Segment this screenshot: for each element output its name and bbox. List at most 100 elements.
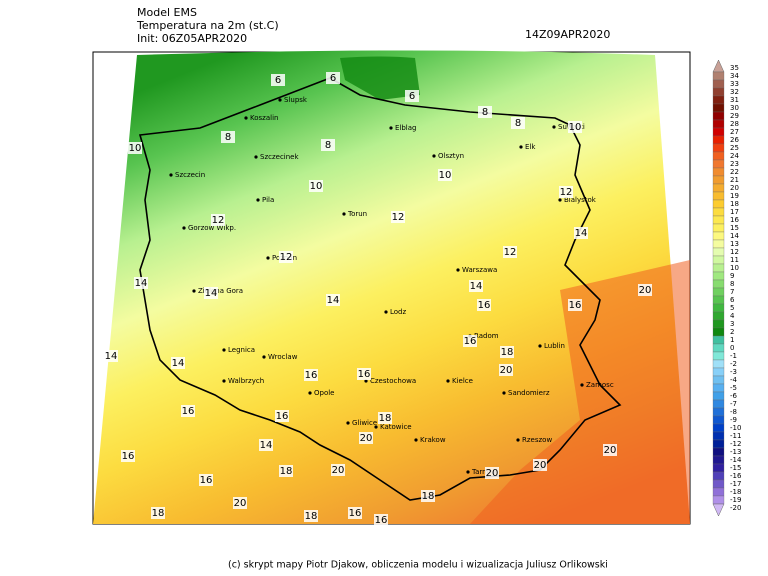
colorbar-label: 2	[730, 328, 734, 336]
contour-label-bg	[321, 139, 335, 151]
colorbar-label: 4	[730, 312, 735, 320]
colorbar-label: -3	[730, 368, 737, 376]
colorbar-cell	[712, 367, 725, 377]
city-dot	[384, 310, 388, 314]
contour-label-bg	[559, 186, 573, 198]
colorbar-label: -2	[730, 360, 737, 368]
city-label: Elblag	[395, 124, 417, 132]
colorbar-label: 34	[730, 72, 739, 80]
contour-label-bg	[326, 294, 340, 306]
colorbar-cell	[712, 79, 725, 89]
colorbar-label: 12	[730, 248, 739, 256]
city-dot	[169, 173, 173, 177]
city-dot	[222, 348, 226, 352]
city-dot	[389, 126, 393, 130]
colorbar-cell	[712, 135, 725, 145]
colorbar-cell	[712, 239, 725, 249]
contour-label: 16	[182, 406, 195, 417]
colorbar-label: -7	[730, 400, 737, 408]
colorbar-label: 25	[730, 144, 739, 152]
city-dot	[244, 116, 248, 120]
header-valid: 14Z09APR2020	[525, 28, 610, 41]
colorbar-label: -11	[730, 432, 741, 440]
colorbar-label: 22	[730, 168, 739, 176]
contour-label-bg	[421, 490, 435, 502]
colorbar-cell	[712, 487, 725, 497]
colorbar-label: -16	[730, 472, 742, 480]
colorbar-label: 18	[730, 200, 739, 208]
colorbar-cell	[712, 127, 725, 137]
contour-label: 10	[129, 143, 142, 154]
contour-label-bg	[134, 277, 148, 289]
colorbar-cell	[712, 311, 725, 321]
contour-label-bg	[374, 514, 388, 526]
contour-label-bg	[503, 246, 517, 258]
colorbar-cell	[712, 199, 725, 209]
contour-label: 12	[212, 215, 225, 226]
cold-area	[340, 56, 420, 100]
contour-label: 20	[486, 468, 499, 479]
colorbar-cell	[712, 287, 725, 297]
city-dot	[466, 470, 470, 474]
contour-label: 16	[358, 369, 371, 380]
contour-label: 16	[464, 336, 477, 347]
colorbar-cell	[712, 319, 725, 329]
contour-label: 8	[325, 140, 331, 151]
city-dot	[364, 379, 368, 383]
colorbar-cell	[712, 167, 725, 177]
contour-label: 20	[500, 365, 513, 376]
city-dot	[308, 391, 312, 395]
contour-label-bg	[638, 284, 652, 296]
colorbar-label: 1	[730, 336, 734, 344]
colorbar-cell	[712, 255, 725, 265]
colorbar-label: -12	[730, 440, 741, 448]
contour-label-bg	[271, 74, 285, 86]
colorbar-label: 32	[730, 88, 739, 96]
contour-label-bg	[279, 251, 293, 263]
city-label: Walbrzych	[228, 377, 264, 385]
colorbar-cell	[712, 335, 725, 345]
contour-label-bg	[499, 364, 513, 376]
colorbar-cell	[712, 231, 725, 241]
colorbar-label: 7	[730, 288, 734, 296]
colorbar-label: 27	[730, 128, 739, 136]
colorbar-cell	[712, 399, 725, 409]
contour-label-bg	[463, 335, 477, 347]
contour-label: 18	[422, 491, 435, 502]
contour-label: 14	[327, 295, 340, 306]
city-label: Elk	[525, 143, 536, 151]
colorbar-label: -20	[730, 504, 741, 512]
contour-label: 12	[392, 212, 405, 223]
colorbar-cell	[712, 359, 725, 369]
contour-label-bg	[121, 450, 135, 462]
colorbar-label: 3	[730, 320, 734, 328]
colorbar-cell	[712, 431, 725, 441]
contour-label-bg	[359, 432, 373, 444]
colorbar-cell	[712, 223, 725, 233]
colorbar-label: 21	[730, 176, 739, 184]
colorbar-cell	[712, 119, 725, 129]
city-dot	[519, 145, 523, 149]
contour-label-bg	[478, 106, 492, 118]
contour-label-bg	[233, 497, 247, 509]
city-label: Szczecinek	[260, 153, 299, 161]
colorbar-label: -4	[730, 376, 738, 384]
city-dot	[256, 198, 260, 202]
city-label: Warszawa	[462, 266, 497, 274]
colorbar-cell	[712, 447, 725, 457]
colorbar-cell	[712, 495, 725, 505]
contour-label-bg	[275, 410, 289, 422]
contour-label: 18	[501, 347, 514, 358]
contour-label-bg	[477, 299, 491, 311]
colorbar-cell	[712, 343, 725, 353]
colorbar-label: 16	[730, 216, 739, 224]
contour-label: 20	[234, 498, 247, 509]
city-label: Pila	[262, 196, 274, 204]
city-label: Krakow	[420, 436, 446, 444]
contour-label-bg	[568, 121, 582, 133]
contour-label-bg	[211, 214, 225, 226]
colorbar-label: 8	[730, 280, 734, 288]
contour-label-bg	[331, 464, 345, 476]
contour-label: 16	[276, 411, 289, 422]
city-dot	[266, 256, 270, 260]
